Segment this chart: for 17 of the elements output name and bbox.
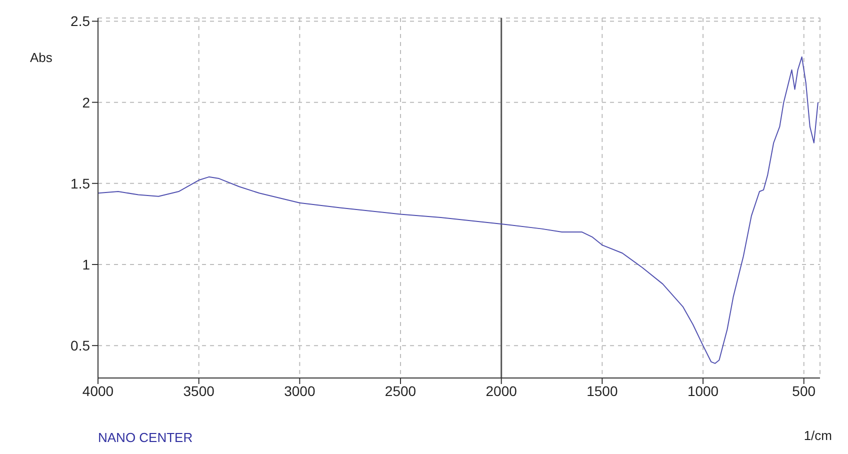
y-tick-label: 1 <box>82 256 90 272</box>
x-tick-label: 2000 <box>486 382 518 399</box>
x-tick-label: 3000 <box>284 382 316 399</box>
x-tick-label: 1500 <box>586 382 618 399</box>
x-tick-label: 4000 <box>82 382 114 399</box>
text: NANO CENTER <box>98 430 193 445</box>
y-axis-title: Abs <box>30 50 52 65</box>
y-tick-label: 0.5 <box>70 338 90 354</box>
x-axis-title: 1/cm <box>804 428 832 443</box>
y-tick-label: 2.5 <box>70 13 90 30</box>
y-tick-label: 2 <box>82 94 90 110</box>
x-tick-label: 2500 <box>384 382 416 399</box>
x-tick-label: 3500 <box>183 382 215 399</box>
x-tick-label: 1000 <box>687 382 719 399</box>
x-tick-label: 500 <box>792 382 816 399</box>
y-tick-label: 1.5 <box>70 175 90 192</box>
line-series <box>98 56 818 364</box>
